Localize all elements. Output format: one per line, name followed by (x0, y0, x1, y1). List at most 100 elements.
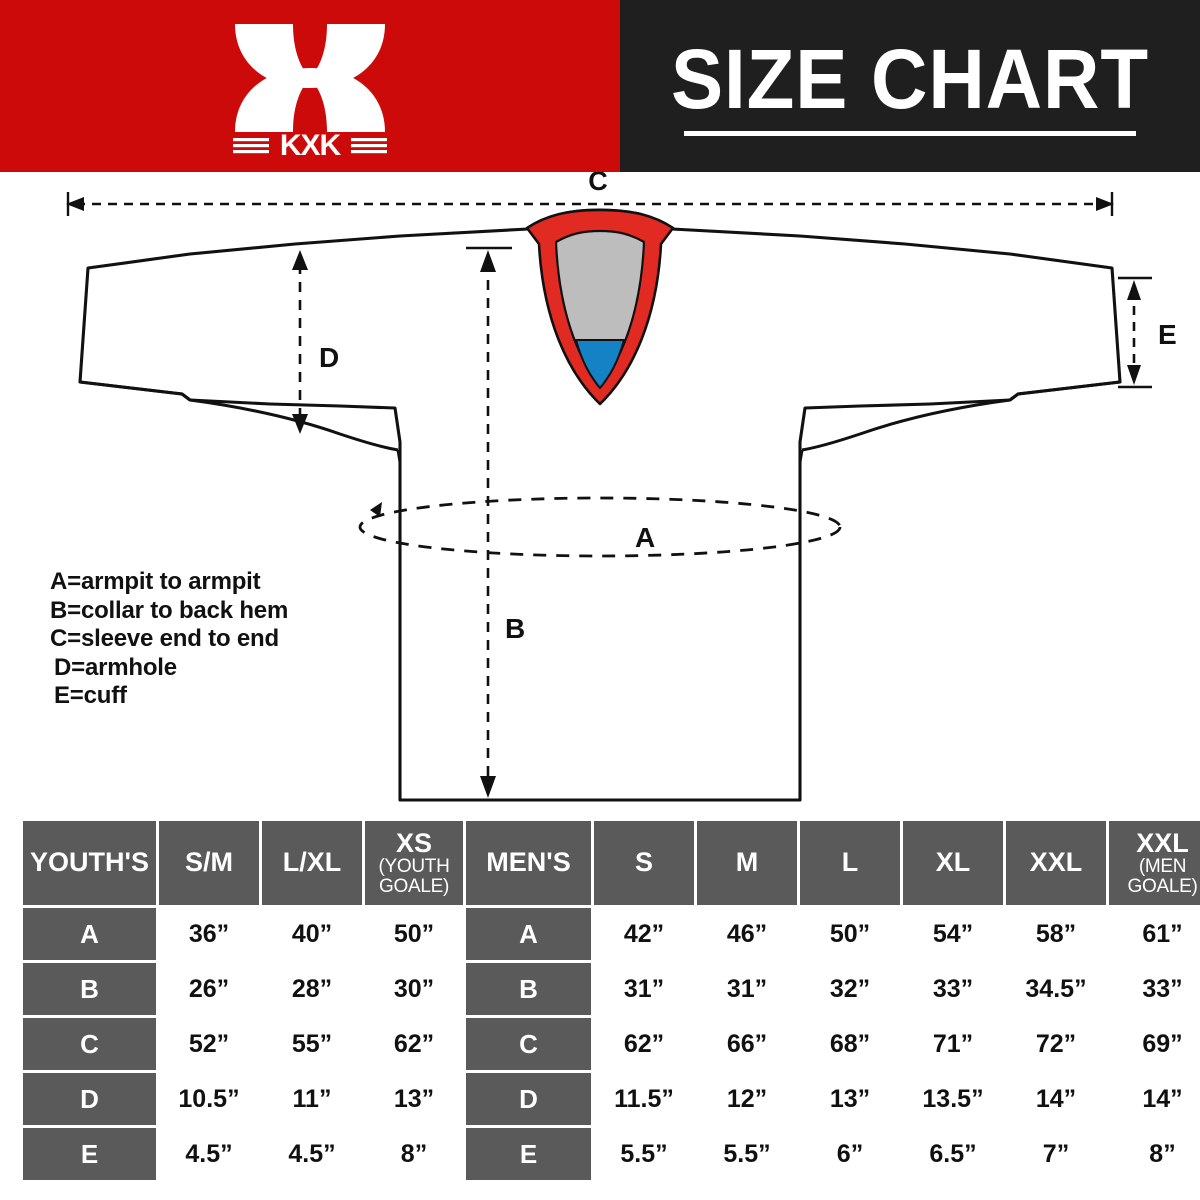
right-side-seam (798, 449, 804, 800)
cell-men-e-s: 5.5” (594, 1128, 694, 1180)
cell-men-a-l: 50” (800, 908, 900, 960)
legend-line-a: A=armpit to armpit (50, 568, 261, 595)
cell-men-e-xxl: 7” (1006, 1128, 1106, 1180)
cell-men-a-s: 42” (594, 908, 694, 960)
col-header-m-label: M (735, 847, 759, 878)
col-header-xs-youth-goale: XS (YOUTH GOALE) (365, 821, 463, 905)
cell-youth-b-xs: 30” (365, 963, 463, 1015)
cell-youth-c-xs: 62” (365, 1018, 463, 1070)
brand-panel: KXK (0, 0, 620, 172)
col-header-xs-sub: (YOUTH GOALE) (378, 856, 450, 897)
dimension-d-label: D (319, 342, 339, 373)
col-header-lxl-label: L/XL (282, 847, 342, 878)
dimension-e-label: E (1158, 319, 1177, 350)
table-row: C 52” 55” 62” C 62” 66” 68” 71” 72” 69” (23, 1018, 1200, 1070)
cell-men-d-xxlg: 14” (1109, 1073, 1200, 1125)
left-cuff-seam (79, 380, 191, 402)
cell-men-a-xxl: 58” (1006, 908, 1106, 960)
row-label-men-b: B (466, 963, 591, 1015)
cell-men-d-l: 13” (800, 1073, 900, 1125)
row-label-youth-d: D (23, 1073, 156, 1125)
col-header-xxl-goale-label: XXL (1136, 827, 1189, 858)
page-title: SIZE CHART (670, 31, 1150, 126)
cell-youth-b-lxl: 28” (262, 963, 362, 1015)
row-label-youth-e: E (23, 1128, 156, 1180)
size-table: YOUTH'S S/M L/XL XS (YOUTH GOALE) MEN'S (20, 818, 1200, 1183)
legend-line-b: B=collar to back hem (50, 596, 289, 624)
col-header-youths: YOUTH'S (23, 821, 156, 905)
cell-youth-a-lxl: 40” (262, 908, 362, 960)
col-header-m: M (697, 821, 797, 905)
cell-men-e-xxlg: 8” (1109, 1128, 1200, 1180)
col-header-l: L (800, 821, 900, 905)
dimension-c-arrow-right (1096, 197, 1114, 211)
cell-men-e-l: 6” (800, 1128, 900, 1180)
cell-men-b-s: 31” (594, 963, 694, 1015)
dimension-b-label: B (505, 613, 525, 644)
page-header: KXK SIZE CHART (0, 0, 1200, 172)
cell-men-c-m: 66” (697, 1018, 797, 1070)
cell-men-d-xxl: 14” (1006, 1073, 1106, 1125)
cell-men-c-xxl: 72” (1006, 1018, 1106, 1070)
dimension-e-arrow-down (1127, 365, 1141, 385)
cell-youth-a-xs: 50” (365, 908, 463, 960)
col-header-xxl: XXL (1006, 821, 1106, 905)
dimension-a-label: A (635, 522, 655, 553)
measurement-legend: A=armpit to armpit B=collar to back hem … (50, 568, 380, 711)
size-table-wrap: YOUTH'S S/M L/XL XS (YOUTH GOALE) MEN'S (20, 818, 1200, 1183)
dimension-b (466, 246, 512, 802)
jersey-diagram: C D (0, 172, 1200, 818)
row-label-youth-a: A (23, 908, 156, 960)
dimension-d-arrow-up (292, 250, 308, 270)
legend-line-e: E=cuff (54, 682, 127, 710)
col-header-s-label: S (634, 847, 653, 878)
cell-youth-c-lxl: 55” (262, 1018, 362, 1070)
cell-youth-d-xs: 13” (365, 1073, 463, 1125)
table-row: B 26” 28” 30” B 31” 31” 32” 33” 34.5” 33… (23, 963, 1200, 1015)
table-row: D 10.5” 11” 13” D 11.5” 12” 13” 13.5” 14… (23, 1073, 1200, 1125)
row-label-youth-b: B (23, 963, 156, 1015)
row-label-youth-c: C (23, 1018, 156, 1070)
left-side-seam (396, 449, 402, 800)
table-row: E 4.5” 4.5” 8” E 5.5” 5.5” 6” 6.5” 7” 8” (23, 1128, 1200, 1180)
cell-youth-e-lxl: 4.5” (262, 1128, 362, 1180)
cell-men-b-l: 32” (800, 963, 900, 1015)
cell-youth-c-sm: 52” (159, 1018, 259, 1070)
col-header-sm: S/M (159, 821, 259, 905)
legend-line-d: D=armhole (54, 653, 177, 681)
cell-men-a-xl: 54” (903, 908, 1003, 960)
cell-men-c-xxlg: 69” (1109, 1018, 1200, 1070)
dimension-a-arrowhead (370, 502, 382, 517)
cell-men-b-xxl: 34.5” (1006, 963, 1106, 1015)
cell-men-d-xl: 13.5” (903, 1073, 1003, 1125)
dimension-b-arrow-up (480, 250, 496, 272)
right-cuff-seam (1009, 380, 1121, 402)
legend-line-c: C=sleeve end to end (50, 625, 279, 653)
cell-youth-d-sm: 10.5” (159, 1073, 259, 1125)
row-label-men-a: A (466, 908, 591, 960)
right-underarm-curve (801, 398, 1011, 452)
cell-men-c-xl: 71” (903, 1018, 1003, 1070)
col-header-mens-label: MEN'S (486, 847, 571, 878)
left-underarm-curve (189, 398, 399, 452)
cell-youth-e-xs: 8” (365, 1128, 463, 1180)
cell-men-b-xxlg: 33” (1109, 963, 1200, 1015)
cell-men-a-xxlg: 61” (1109, 908, 1200, 960)
col-header-xl: XL (903, 821, 1003, 905)
col-header-xxl-men-goale: XXL (MEN GOALE) (1109, 821, 1200, 905)
cell-men-b-xl: 33” (903, 963, 1003, 1015)
collar-blue-accent (575, 339, 625, 389)
col-header-mens: MEN'S (466, 821, 591, 905)
row-label-men-e: E (466, 1128, 591, 1180)
row-label-men-c: C (466, 1018, 591, 1070)
jersey-measurement-svg: C D (66, 172, 1177, 802)
col-header-youths-label: YOUTH'S (30, 847, 149, 878)
dimension-c-arrow-left (66, 197, 84, 211)
cell-men-e-xl: 6.5” (903, 1128, 1003, 1180)
kxk-hourglass-logo-icon: KXK (233, 24, 387, 156)
dimension-d-arrow-down (292, 414, 308, 434)
dimension-b-arrow-down (480, 776, 496, 798)
col-header-xxl-goale-sub: (MEN GOALE) (1127, 856, 1198, 897)
cell-men-c-l: 68” (800, 1018, 900, 1070)
